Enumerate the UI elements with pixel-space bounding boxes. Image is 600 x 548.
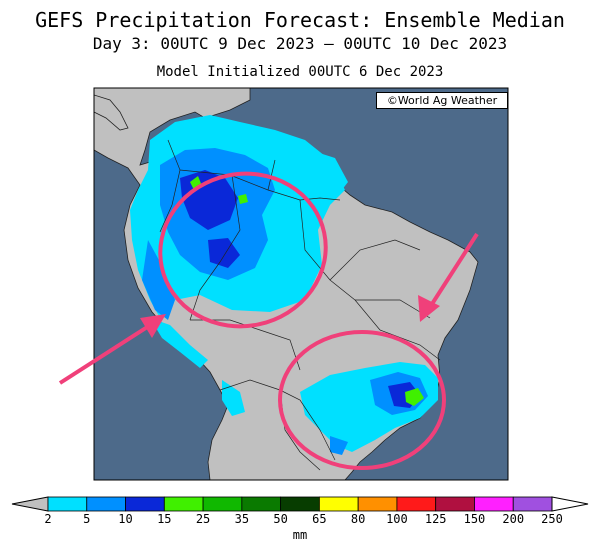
forecast-period: Day 3: 00UTC 9 Dec 2023 — 00UTC 10 Dec 2…	[92, 34, 508, 53]
colorbar-swatch-10-15	[125, 496, 165, 512]
annotations	[58, 171, 479, 470]
colorbar-swatch-100-125	[396, 496, 437, 512]
colorbar-tick-label: 125	[424, 512, 447, 526]
colorbar-below-triangle	[11, 496, 49, 512]
colorbar-tick-label: 2	[44, 512, 52, 526]
colorbar-swatch-15-25	[163, 496, 204, 512]
precip-north	[130, 115, 348, 368]
circle-north	[158, 171, 328, 329]
colorbar-tick-label: 10	[118, 512, 133, 526]
map-title: GEFS Precipitation Forecast: Ensemble Me…	[35, 8, 565, 32]
colorbar-tick-label: 250	[541, 512, 563, 526]
colorbar-swatch-80-100	[357, 496, 398, 512]
colorbar-swatch-35-50	[241, 496, 282, 512]
colorbar-tick-label: 65	[312, 512, 327, 526]
colorbar-swatch-150-200	[474, 496, 514, 512]
colorbar-tick-label: 35	[234, 512, 250, 526]
circle-south	[278, 330, 446, 470]
colorbar-tick-label: 25	[195, 512, 211, 526]
arrow-east-line	[430, 232, 479, 306]
colorbar-tick-label: 15	[157, 512, 172, 526]
precip-south	[222, 362, 438, 455]
arrow-west-line	[58, 322, 154, 385]
credit-label: ©World Ag Weather	[376, 92, 508, 109]
colorbar-tick-label: 100	[386, 512, 408, 526]
colorbar-swatch-65-80	[318, 496, 359, 512]
colorbar-tick-label: 50	[273, 512, 288, 526]
map-frame	[93, 87, 509, 481]
colorbar-tick-label: 150	[463, 512, 486, 526]
colorbar-units: mm	[292, 528, 308, 542]
land-central-america	[94, 94, 129, 131]
colorbar-swatch-125-150	[435, 496, 475, 512]
model-init: Model Initialized 00UTC 6 Dec 2023	[156, 64, 444, 80]
colorbar-tick-label: 5	[83, 512, 91, 526]
colorbar-tick-label: 200	[502, 512, 525, 526]
country-borders	[159, 139, 441, 471]
arrow-east-head	[418, 295, 440, 322]
colorbar-swatch-200-250	[512, 496, 553, 512]
colorbar-swatch-2-5	[47, 496, 88, 512]
colorbar-swatch-5-10	[86, 496, 126, 512]
arrow-west-head	[140, 314, 166, 338]
colorbar-swatch-50-65	[280, 496, 320, 512]
colorbar-swatch-25-35	[202, 496, 243, 512]
colorbar-tick-label: 80	[350, 512, 366, 526]
colorbar-above-triangle	[551, 496, 589, 512]
